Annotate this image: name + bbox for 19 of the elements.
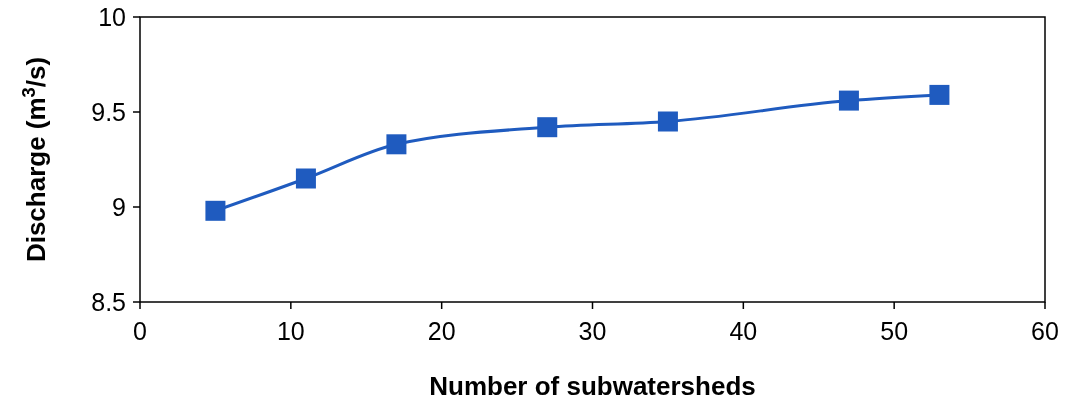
y-tick-label: 10 bbox=[98, 2, 126, 31]
point bbox=[838, 90, 859, 111]
point bbox=[657, 111, 678, 132]
x-tick-label: 50 bbox=[880, 317, 909, 345]
y-tick-label: 8.5 bbox=[91, 287, 126, 316]
x-tick-label: 20 bbox=[427, 317, 456, 345]
point bbox=[386, 134, 407, 155]
x-tick-label: 10 bbox=[276, 317, 305, 345]
y-tick-label: 9.5 bbox=[91, 97, 126, 126]
y-tick-label: 9 bbox=[112, 192, 126, 221]
point bbox=[205, 200, 226, 221]
x-tick-label: 30 bbox=[578, 317, 607, 345]
x-tick-label: 0 bbox=[133, 317, 147, 345]
point bbox=[929, 84, 950, 105]
point bbox=[537, 117, 558, 138]
x-tick-label: 60 bbox=[1031, 317, 1059, 345]
point bbox=[295, 168, 316, 189]
x-axis-title: Number of subwatersheds bbox=[429, 371, 756, 401]
x-tick-label: 40 bbox=[729, 317, 758, 345]
